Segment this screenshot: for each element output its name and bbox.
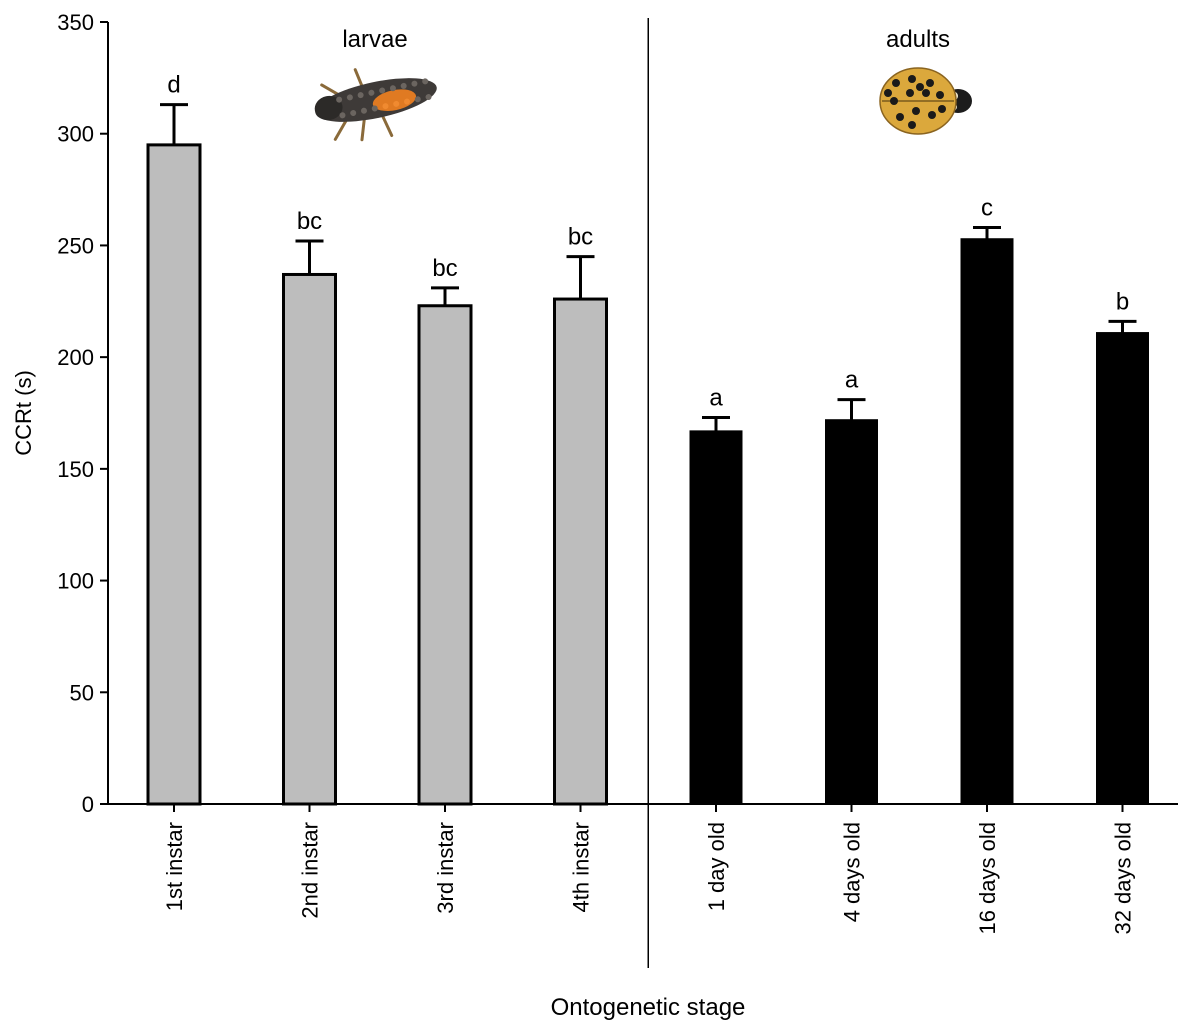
x-tick-label: 16 days old <box>975 822 1000 935</box>
x-tick-label: 32 days old <box>1111 822 1136 935</box>
y-tick-label: 250 <box>57 233 94 258</box>
x-tick-label: 2nd instar <box>298 822 323 919</box>
y-tick-label: 200 <box>57 345 94 370</box>
x-tick-label: 1 day old <box>704 822 729 911</box>
y-tick-label: 50 <box>70 680 94 705</box>
significance-letter: b <box>1116 288 1129 315</box>
x-tick-label: 4th instar <box>569 822 594 913</box>
bar <box>553 297 608 806</box>
significance-letter: bc <box>432 255 457 282</box>
bar <box>960 238 1014 805</box>
bar <box>689 430 743 805</box>
x-tick-label: 1st instar <box>162 822 187 911</box>
bar <box>146 143 202 806</box>
y-tick-label: 0 <box>82 792 94 817</box>
x-tick-label: 3rd instar <box>433 822 458 914</box>
bar <box>282 272 337 806</box>
significance-letter: a <box>845 367 859 394</box>
significance-letter: bc <box>297 208 322 235</box>
y-tick-label: 350 <box>57 10 94 35</box>
significance-letter: c <box>981 195 993 222</box>
significance-letter: bc <box>568 224 593 251</box>
y-tick-label: 150 <box>57 457 94 482</box>
bar <box>417 304 473 806</box>
ladybird-adult-image <box>879 67 972 135</box>
y-axis-label: CCRt (s) <box>11 370 36 456</box>
y-tick-label: 100 <box>57 569 94 594</box>
y-tick-label: 300 <box>57 122 94 147</box>
x-tick-label: 4 days old <box>840 822 865 922</box>
significance-letter: d <box>167 72 180 99</box>
significance-letter: a <box>709 384 723 411</box>
x-axis-label: Ontogenetic stage <box>551 994 746 1021</box>
bar <box>1096 332 1149 805</box>
group-label-larvae: larvae <box>342 26 407 53</box>
bar <box>825 419 878 805</box>
ladybird-larva-image <box>314 68 437 142</box>
group-label-adults: adults <box>886 26 950 53</box>
